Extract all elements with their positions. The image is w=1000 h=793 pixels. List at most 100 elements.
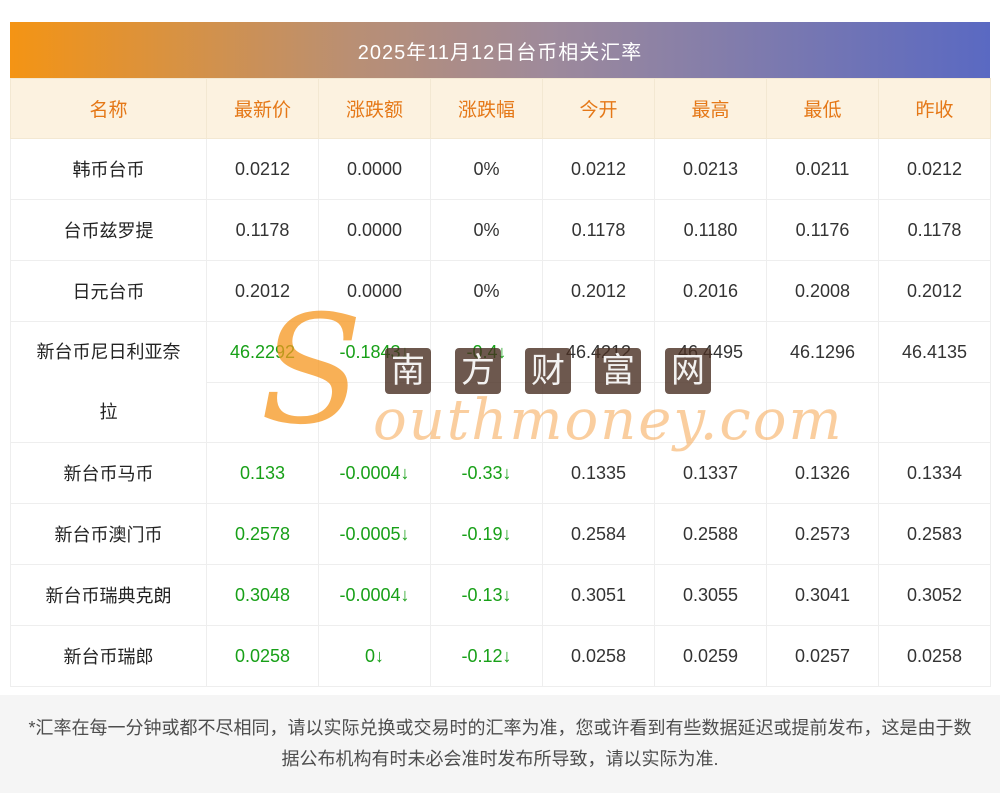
row-name-label: 台币兹罗提 — [63, 221, 154, 241]
row-name: 新台币澳门币 — [10, 503, 207, 565]
row-name: 韩币台币 — [10, 138, 207, 200]
value-cell: 0.2012 — [542, 260, 655, 322]
value-cell: 0.1176 — [766, 199, 879, 261]
value-cell: 0% — [430, 138, 543, 200]
value-cell: 0.0258 — [878, 625, 991, 687]
row-name-label: 新台币马币 — [63, 464, 154, 484]
value-cell: 0.2573 — [766, 503, 879, 565]
table-row: 韩币台币 0.0212 0.0000 0% 0.0212 0.0213 0.0211 0.02… — [10, 138, 991, 200]
value-cell: 0.1180 — [654, 199, 767, 261]
rates-table: 名称 最新价 涨跌额 涨跌幅 今开 最高 最低 昨收 韩币台币 0.0212 0.0000 0% 0.… — [10, 78, 991, 687]
column-header-6: 最低 — [766, 78, 879, 139]
column-header-3: 涨跌幅 — [430, 78, 543, 139]
column-header-1: 最新价 — [206, 78, 319, 139]
column-header-2: 涨跌额 — [318, 78, 431, 139]
value-cell: 0.1178 — [878, 199, 991, 261]
value-cell: 0.0258 — [542, 625, 655, 687]
value-cell: 0% — [430, 199, 543, 261]
value-cell: 0.2012 — [206, 260, 319, 322]
value-cell: 0.0000 — [318, 199, 431, 261]
value-cell: 0.0212 — [878, 138, 991, 200]
value-cell: 0.0259 — [654, 625, 767, 687]
value-cell: 0.2012 — [878, 260, 991, 322]
value-cell: 0.0213 — [654, 138, 767, 200]
value-cell: 0.0257 — [766, 625, 879, 687]
row-name-label: 新台币澳门币 — [54, 525, 163, 545]
value-cell: 0.3048 — [206, 564, 319, 626]
empty-cell — [766, 382, 879, 443]
row-name: 日元台币 — [10, 260, 207, 322]
table-row: 新台币瑞郎 0.0258 0↓ -0.12↓ 0.0258 0.0259 0.0257 0.0… — [10, 625, 991, 687]
table-row: 日元台币 0.2012 0.0000 0% 0.2012 0.2016 0.2008 0.20… — [10, 260, 991, 322]
value-cell: 0.1335 — [542, 442, 655, 504]
value-cell: 0.1337 — [654, 442, 767, 504]
value-cell: 0.133 — [206, 442, 319, 504]
table-row: 新台币尼日利亚奈拉 46.2292 -0.1843↓ -0.4↓ 46.4212 46.4… — [10, 321, 991, 443]
value-cell: -0.4↓ — [430, 321, 543, 383]
disclaimer-text: *汇率在每一分钟或都不尽相同，请以实际兑换或交易时的汇率为准，您或许看到有些数据… — [0, 695, 1000, 793]
value-cell: -0.19↓ — [430, 503, 543, 565]
table-row: 新台币瑞典克朗 0.3048 -0.0004↓ -0.13↓ 0.3051 0.3055 0… — [10, 564, 991, 626]
row-name: 新台币瑞郎 — [10, 625, 207, 687]
value-cell: 0.1178 — [542, 199, 655, 261]
value-cell: 0↓ — [318, 625, 431, 687]
value-cell: 0.0211 — [766, 138, 879, 200]
value-cell: 0.3051 — [542, 564, 655, 626]
empty-cell — [318, 382, 431, 443]
value-cell: 0.1334 — [878, 442, 991, 504]
value-cell: 0.1178 — [206, 199, 319, 261]
column-header-0: 名称 — [10, 78, 207, 139]
empty-cell — [430, 382, 543, 443]
value-cell: 0.2016 — [654, 260, 767, 322]
value-cell: 0.0258 — [206, 625, 319, 687]
row-name: 台币兹罗提 — [10, 199, 207, 261]
value-cell: 46.2292 — [206, 321, 319, 383]
table-container: 2025年11月12日台币相关汇率 名称 最新价 涨跌额 涨跌幅 今开 最高 最低 昨收 韩币… — [10, 22, 991, 687]
value-cell: 0.0212 — [542, 138, 655, 200]
page-title: 2025年11月12日台币相关汇率 — [10, 22, 990, 78]
value-cell: -0.33↓ — [430, 442, 543, 504]
value-cell: 0.2588 — [654, 503, 767, 565]
row-name: 新台币马币 — [10, 442, 207, 504]
value-cell: 0.0000 — [318, 138, 431, 200]
row-name: 新台币尼日利亚奈拉 — [10, 321, 207, 443]
value-cell: 0.0212 — [206, 138, 319, 200]
column-header-7: 昨收 — [878, 78, 991, 139]
value-cell: 46.4135 — [878, 321, 991, 383]
value-cell: 0.3055 — [654, 564, 767, 626]
value-cell: -0.0004↓ — [318, 442, 431, 504]
row-name: 新台币瑞典克朗 — [10, 564, 207, 626]
value-cell: 0.0000 — [318, 260, 431, 322]
row-name-label: 新台币尼日利亚奈拉 — [36, 342, 181, 422]
value-cell: 0.2578 — [206, 503, 319, 565]
row-name-label: 日元台币 — [72, 282, 145, 302]
value-cell: -0.13↓ — [430, 564, 543, 626]
table-row: 台币兹罗提 0.1178 0.0000 0% 0.1178 0.1180 0.1176 0.1… — [10, 199, 991, 261]
table-row: 新台币澳门币 0.2578 -0.0005↓ -0.19↓ 0.2584 0.2588 0.… — [10, 503, 991, 565]
row-name-label: 韩币台币 — [72, 160, 145, 180]
value-cell: 0.3052 — [878, 564, 991, 626]
value-cell: 0.3041 — [766, 564, 879, 626]
empty-cell — [206, 382, 319, 443]
value-cell: 0.1326 — [766, 442, 879, 504]
column-header-5: 最高 — [654, 78, 767, 139]
value-cell: -0.0004↓ — [318, 564, 431, 626]
rates-header-row: 名称 最新价 涨跌额 涨跌幅 今开 最高 最低 昨收 — [10, 78, 991, 139]
value-cell: 46.4212 — [542, 321, 655, 383]
value-cell: 0% — [430, 260, 543, 322]
table-row: 新台币马币 0.133 -0.0004↓ -0.33↓ 0.1335 0.1337 0.13… — [10, 442, 991, 504]
value-cell: 0.2008 — [766, 260, 879, 322]
row-name-label: 新台币瑞典克朗 — [45, 586, 172, 606]
empty-cell — [654, 382, 767, 443]
column-header-4: 今开 — [542, 78, 655, 139]
empty-cell — [878, 382, 991, 443]
rates-table-body: 韩币台币 0.0212 0.0000 0% 0.0212 0.0213 0.0211 0.02… — [10, 138, 991, 687]
value-cell: -0.0005↓ — [318, 503, 431, 565]
value-cell: 46.1296 — [766, 321, 879, 383]
row-name-label: 新台币瑞郎 — [63, 647, 154, 667]
value-cell: -0.12↓ — [430, 625, 543, 687]
value-cell: 0.2584 — [542, 503, 655, 565]
value-cell: 0.2583 — [878, 503, 991, 565]
value-cell: 46.4495 — [654, 321, 767, 383]
